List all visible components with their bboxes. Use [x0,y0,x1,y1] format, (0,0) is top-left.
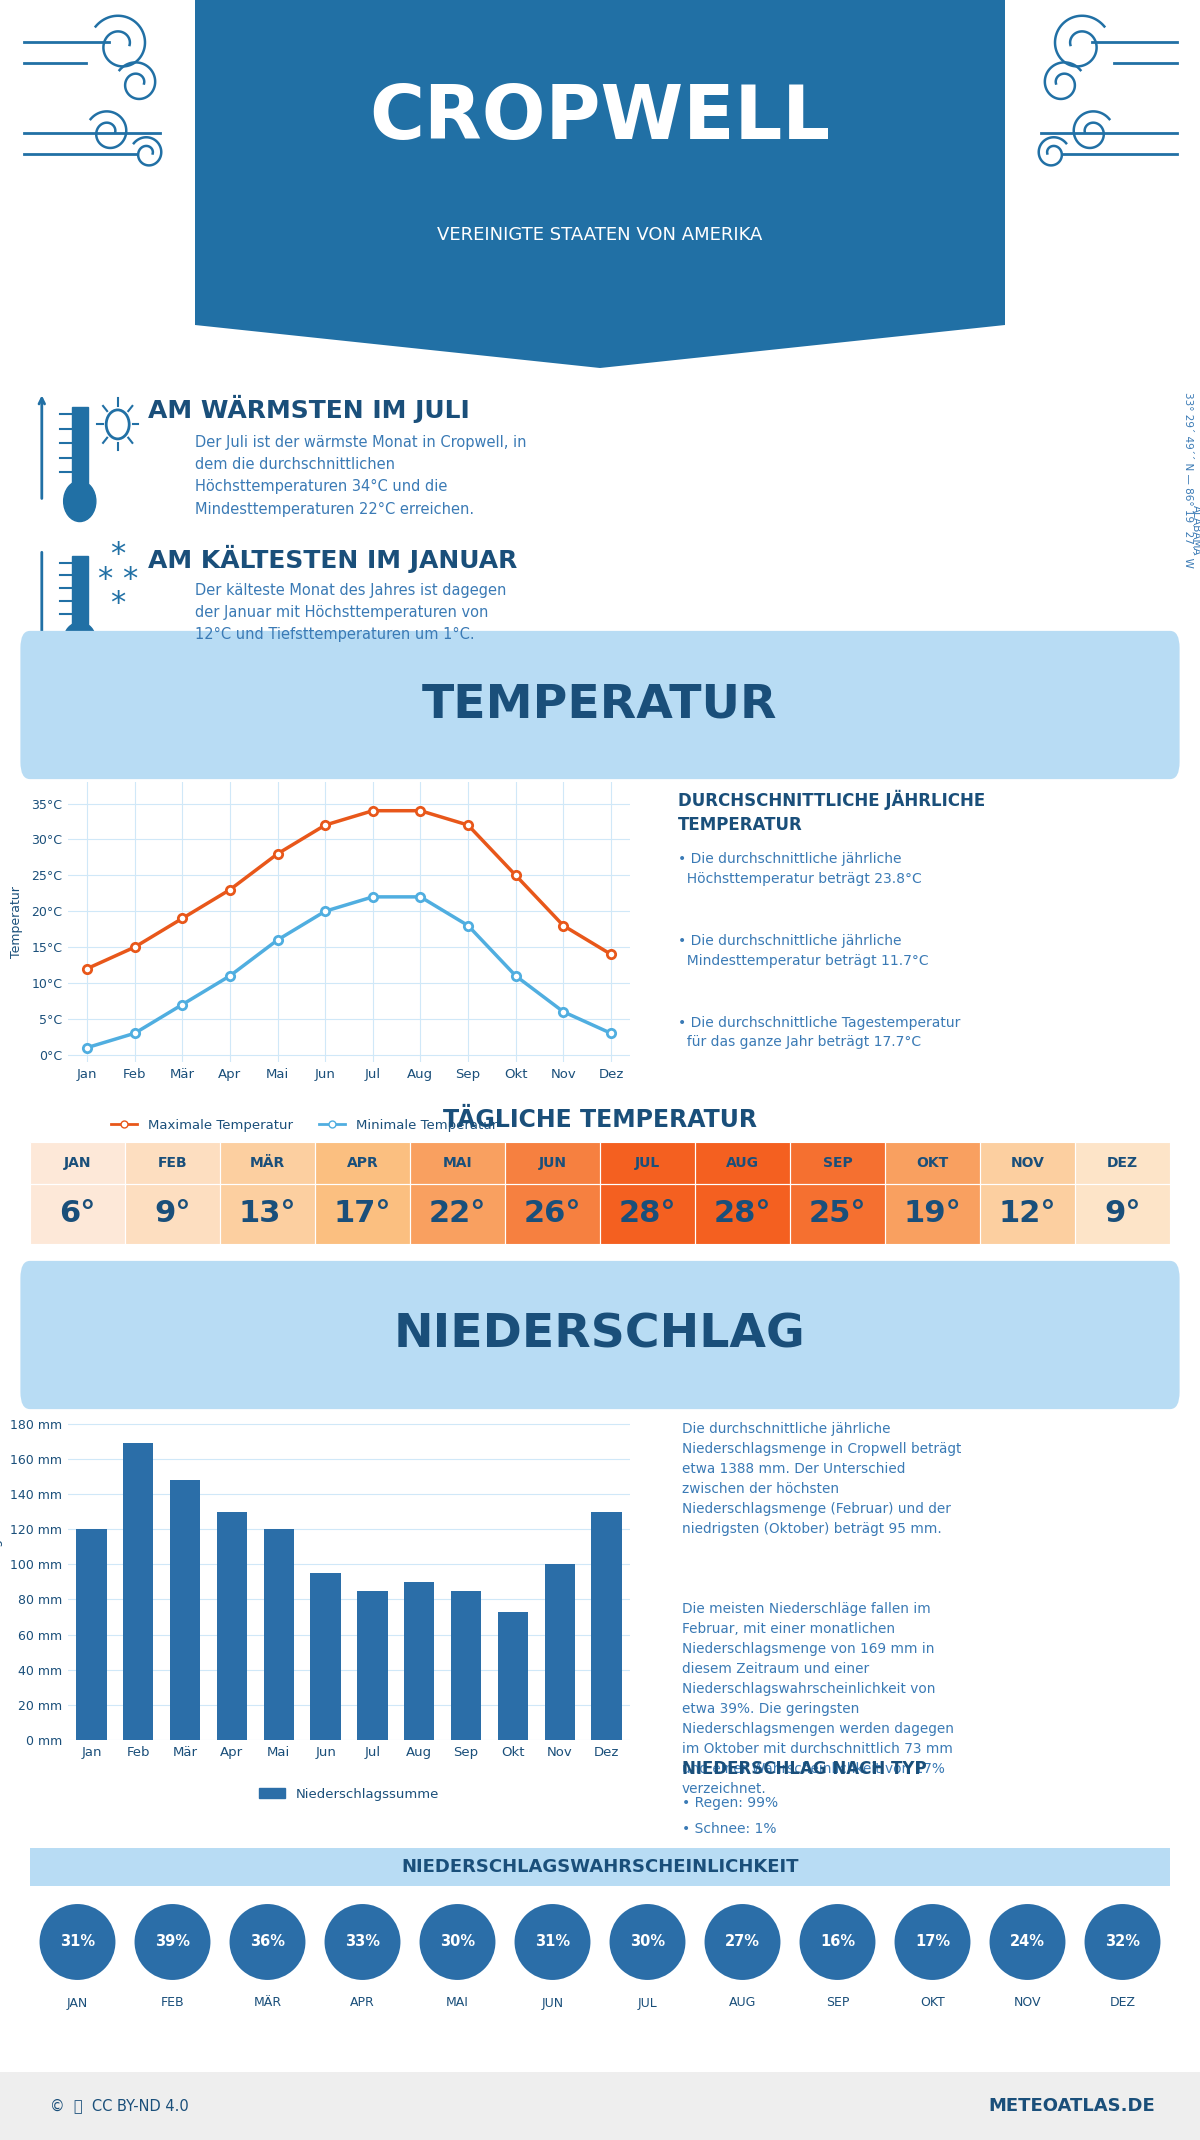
Text: ©  ⓘ  CC BY-ND 4.0: © ⓘ CC BY-ND 4.0 [50,2099,188,2114]
Text: JUN: JUN [539,1156,566,1171]
Circle shape [64,482,96,522]
Text: JUL: JUL [635,1156,660,1171]
Text: Der Juli ist der wärmste Monat in Cropwell, in
dem die durchschnittlichen
Höchst: Der Juli ist der wärmste Monat in Cropwe… [194,434,527,516]
Legend: Niederschlagssumme: Niederschlagssumme [253,1783,444,1806]
Text: DEZ: DEZ [1106,1156,1138,1171]
Text: 33° 29´ 49´´ N — 86° 19´ 27´´ W: 33° 29´ 49´´ N — 86° 19´ 27´´ W [1183,392,1193,567]
Text: FEB: FEB [161,1997,185,2009]
Text: 22°: 22° [428,1201,486,1228]
Text: 17%: 17% [914,1935,950,1950]
Text: ALABAMA: ALABAMA [1190,505,1200,554]
Text: VEREINIGTE STAATEN VON AMERIKA: VEREINIGTE STAATEN VON AMERIKA [437,227,763,244]
Text: JUL: JUL [637,1997,658,2009]
Text: 28°: 28° [619,1201,677,1228]
Text: OKT: OKT [920,1997,944,2009]
Text: AUG: AUG [728,1997,756,2009]
Text: • Die durchschnittliche jährliche
  Höchsttemperatur beträgt 23.8°C: • Die durchschnittliche jährliche Höchst… [678,852,922,886]
Text: • Die durchschnittliche jährliche
  Mindesttemperatur beträgt 11.7°C: • Die durchschnittliche jährliche Mindes… [678,933,929,967]
Text: 27%: 27% [725,1935,760,1950]
Text: SEP: SEP [826,1997,850,2009]
Text: 19°: 19° [904,1201,961,1228]
Text: TÄGLICHE TEMPERATUR: TÄGLICHE TEMPERATUR [443,1109,757,1132]
Text: 9°: 9° [1104,1201,1141,1228]
Bar [170,1481,200,1740]
Circle shape [64,623,96,659]
Bar [358,1590,388,1740]
Text: CROPWELL: CROPWELL [370,81,830,154]
Text: MAI: MAI [446,1997,469,2009]
Polygon shape [58,1293,116,1376]
Text: NIEDERSCHLAGSWAHRSCHEINLICHKEIT: NIEDERSCHLAGSWAHRSCHEINLICHKEIT [401,1858,799,1877]
Text: 30%: 30% [630,1935,665,1950]
Text: 13°: 13° [239,1201,296,1228]
Text: • Schnee: 1%: • Schnee: 1% [682,1821,776,1836]
Text: DURCHSCHNITTLICHE JÄHRLICHE
TEMPERATUR: DURCHSCHNITTLICHE JÄHRLICHE TEMPERATUR [678,790,985,835]
Text: JUN: JUN [541,1997,564,2009]
Bar [451,1590,481,1740]
Text: NOV: NOV [1010,1156,1044,1171]
Text: • Regen: 99%: • Regen: 99% [682,1795,778,1810]
Text: 16%: 16% [820,1935,856,1950]
Text: 12°: 12° [998,1201,1056,1228]
Text: FEB: FEB [157,1156,187,1171]
Text: 24%: 24% [1010,1935,1045,1950]
Bar [124,1442,154,1740]
Text: *
* *
*: * * * * [97,541,138,618]
Text: 30%: 30% [440,1935,475,1950]
Bar [76,1530,107,1740]
Legend: Maximale Temperatur, Minimale Temperatur: Maximale Temperatur, Minimale Temperatur [106,1113,503,1136]
Y-axis label: Temperatur: Temperatur [10,886,23,959]
Bar [311,1573,341,1740]
Text: • Die durchschnittliche Tagestemperatur
  für das ganze Jahr beträgt 17.7°C: • Die durchschnittliche Tagestemperatur … [678,1016,960,1049]
Text: 36%: 36% [250,1935,286,1950]
Text: DEZ: DEZ [1110,1997,1135,2009]
Text: 9°: 9° [155,1201,191,1228]
Text: 33%: 33% [346,1935,380,1950]
Text: 17°: 17° [334,1201,391,1228]
Text: NOV: NOV [1014,1997,1042,2009]
Text: 32%: 32% [1105,1935,1140,1950]
Bar [592,1511,622,1740]
Bar [72,407,88,490]
Text: 31%: 31% [535,1935,570,1950]
Text: 25°: 25° [809,1201,866,1228]
Bar [404,1581,434,1740]
Text: JAN: JAN [64,1156,91,1171]
Bar [545,1564,575,1740]
Text: 26°: 26° [523,1201,581,1228]
Text: SEP: SEP [823,1156,852,1171]
Text: 31%: 31% [60,1935,95,1950]
Text: METEOATLAS.DE: METEOATLAS.DE [989,2097,1154,2114]
Bar [498,1611,528,1740]
Bar [72,556,88,631]
Text: APR: APR [347,1156,378,1171]
Text: MÄR: MÄR [250,1156,286,1171]
Text: Der kälteste Monat des Jahres ist dagegen
der Januar mit Höchsttemperaturen von
: Der kälteste Monat des Jahres ist dagege… [194,582,506,642]
Text: AM KÄLTESTEN IM JANUAR: AM KÄLTESTEN IM JANUAR [148,546,517,574]
Text: OKT: OKT [917,1156,949,1171]
Text: NIEDERSCHLAG NACH TYP: NIEDERSCHLAG NACH TYP [682,1759,926,1778]
Bar [264,1530,294,1740]
Circle shape [60,678,114,732]
Text: 39%: 39% [155,1935,190,1950]
Text: MAI: MAI [443,1156,473,1171]
Bar [217,1511,247,1740]
Text: Die durchschnittliche jährliche
Niederschlagsmenge in Cropwell beträgt
etwa 1388: Die durchschnittliche jährliche Niedersc… [682,1421,961,1537]
Text: AM WÄRMSTEN IM JULI: AM WÄRMSTEN IM JULI [148,396,469,424]
Text: Die meisten Niederschläge fallen im
Februar, mit einer monatlichen
Niederschlags: Die meisten Niederschläge fallen im Febr… [682,1603,954,1795]
Text: NIEDERSCHLAG: NIEDERSCHLAG [394,1312,806,1357]
Text: MÄR: MÄR [253,1997,282,2009]
Y-axis label: Niederschlag: Niederschlag [0,1537,2,1618]
Text: TEMPERATUR: TEMPERATUR [422,683,778,728]
Text: APR: APR [350,1997,374,2009]
Text: JAN: JAN [67,1997,88,2009]
Text: 6°: 6° [59,1201,96,1228]
Text: AUG: AUG [726,1156,760,1171]
Text: 28°: 28° [714,1201,772,1228]
